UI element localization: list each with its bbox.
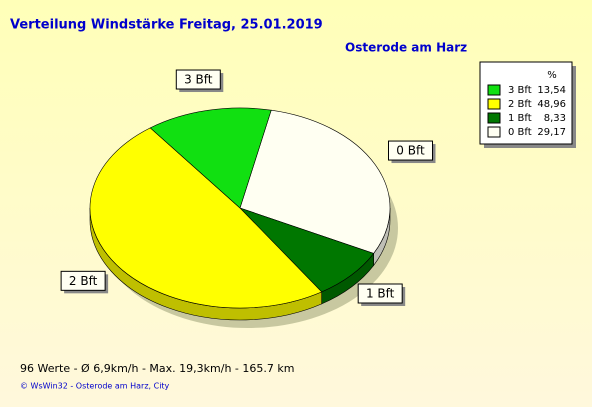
legend-label: 1 Bft (508, 113, 532, 124)
legend-label: 3 Bft (508, 85, 532, 96)
slice-label-box (357, 283, 403, 304)
slice-label: 2 Bft (69, 274, 98, 288)
slice-label: 0 Bft (396, 144, 425, 158)
slice (149, 107, 272, 209)
slice (89, 127, 323, 309)
slice (239, 109, 391, 254)
legend-label: 2 Bft (508, 99, 532, 110)
slice-label-box (60, 270, 106, 291)
legend-value: 48,96 (537, 99, 566, 110)
legend-value: 8,33 (544, 113, 566, 124)
slice-label-box (175, 69, 221, 90)
legend-entries: 3 Bft 13,54 2 Bft 48,96 1 Bft 8,33 0 Bft 29,17 (487, 84, 566, 138)
legend-header: % (547, 70, 557, 81)
chart-subtitle: Osterode am Harz (345, 41, 467, 55)
legend-label: 0 Bft (508, 127, 532, 138)
legend-value: 13,54 (537, 85, 566, 96)
legend-swatch (487, 126, 501, 138)
copyright: © WsWin32 - Osterode am Harz, City (20, 382, 170, 391)
pie: 0 Bft 1 Bft 2 Bft 3 Bft (60, 69, 436, 328)
slice-label: 3 Bft (184, 73, 213, 87)
legend-value: 29,17 (537, 127, 566, 138)
legend-swatch (487, 112, 501, 124)
slice-label-box (387, 140, 433, 161)
slice-label: 1 Bft (366, 286, 395, 300)
footer: 96 Werte - Ø 6,9km/h - Max. 19,3km/h - 1… (20, 362, 294, 375)
legend-swatch (487, 98, 501, 110)
chart-title: Verteilung Windstärke Freitag, 25.01.201… (10, 18, 323, 33)
legend-swatch (487, 84, 501, 96)
